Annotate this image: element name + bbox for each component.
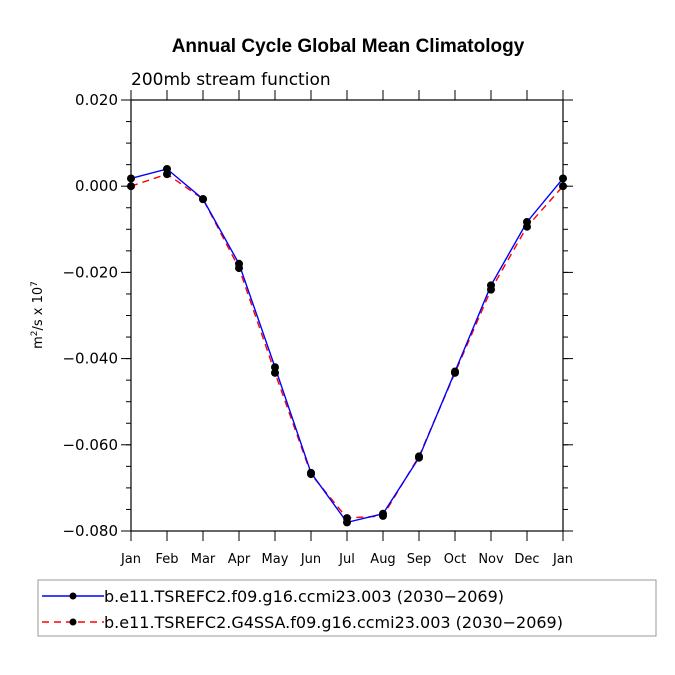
x-tick-label: Nov <box>478 552 504 567</box>
series-2-point <box>271 368 279 377</box>
x-tick-label: Jan <box>552 552 573 567</box>
legend-marker-1 <box>69 592 77 600</box>
series-2-point <box>379 511 387 520</box>
series-layer <box>127 164 567 527</box>
x-tick-label: Mar <box>191 552 216 567</box>
y-axis-label-mid: /s x 10 <box>31 287 46 331</box>
x-tick-label: Jun <box>300 552 321 567</box>
x-tick-label: Apr <box>228 552 251 567</box>
series-2-point <box>163 170 171 179</box>
axis-ticks <box>121 90 573 541</box>
x-tick-label: Oct <box>444 552 466 567</box>
legend-box <box>37 579 657 637</box>
legend-label-1: b.e11.TSREFC2.f09.g16.ccmi23.003 (2030−2… <box>104 587 504 606</box>
series-line-1 <box>130 168 564 524</box>
series-2-point <box>199 195 207 204</box>
y-tick-label: −0.020 <box>62 263 118 281</box>
y-axis-label: m2/s x 107 <box>30 281 46 349</box>
x-tick-label: Aug <box>370 552 395 567</box>
x-tick-label: Dec <box>514 552 539 567</box>
y-tick-label: −0.080 <box>62 522 118 540</box>
y-axis-label-sup2: 7 <box>30 281 40 287</box>
x-tick-label: Sep <box>407 552 432 567</box>
chart-title: Annual Cycle Global Mean Climatology <box>172 36 525 57</box>
y-axis-label-sup1: 2 <box>30 330 40 336</box>
y-tick-label: 0.020 <box>75 91 118 109</box>
legend-marker-2 <box>69 618 77 626</box>
y-axis-label-prefix: m <box>31 336 46 349</box>
x-tick-label: Jul <box>338 552 355 567</box>
series-2-point <box>307 470 315 479</box>
y-tick-label: 0.000 <box>75 177 118 195</box>
legend-label-2: b.e11.TSREFC2.G4SSA.f09.g16.ccmi23.003 (… <box>104 613 563 632</box>
legend: b.e11.TSREFC2.f09.g16.ccmi23.003 (2030−2… <box>37 579 657 637</box>
y-tick-label: −0.040 <box>62 350 118 368</box>
series-2-point <box>343 514 351 523</box>
series-2-point <box>415 452 423 461</box>
series-line-2 <box>130 173 564 519</box>
x-tick-label: May <box>262 552 289 567</box>
y-tick-label: −0.060 <box>62 436 118 454</box>
series-2-point <box>451 368 459 377</box>
series-2-point <box>235 264 243 273</box>
chart-subtitle: 200mb stream function <box>131 70 331 90</box>
x-tick-label: Jan <box>120 552 141 567</box>
x-tick-labels: Jan Feb Mar Apr May Jun Jul Aug Sep Oct Nov Dec Jan <box>120 552 573 567</box>
series-2-point <box>487 285 495 294</box>
series-2-point <box>523 222 531 231</box>
y-tick-labels: −0.080 −0.060 −0.040 −0.020 0.000 0.020 <box>62 91 118 540</box>
plot-frame <box>130 99 564 532</box>
series-1-point <box>271 363 279 372</box>
x-tick-label: Feb <box>155 552 178 567</box>
